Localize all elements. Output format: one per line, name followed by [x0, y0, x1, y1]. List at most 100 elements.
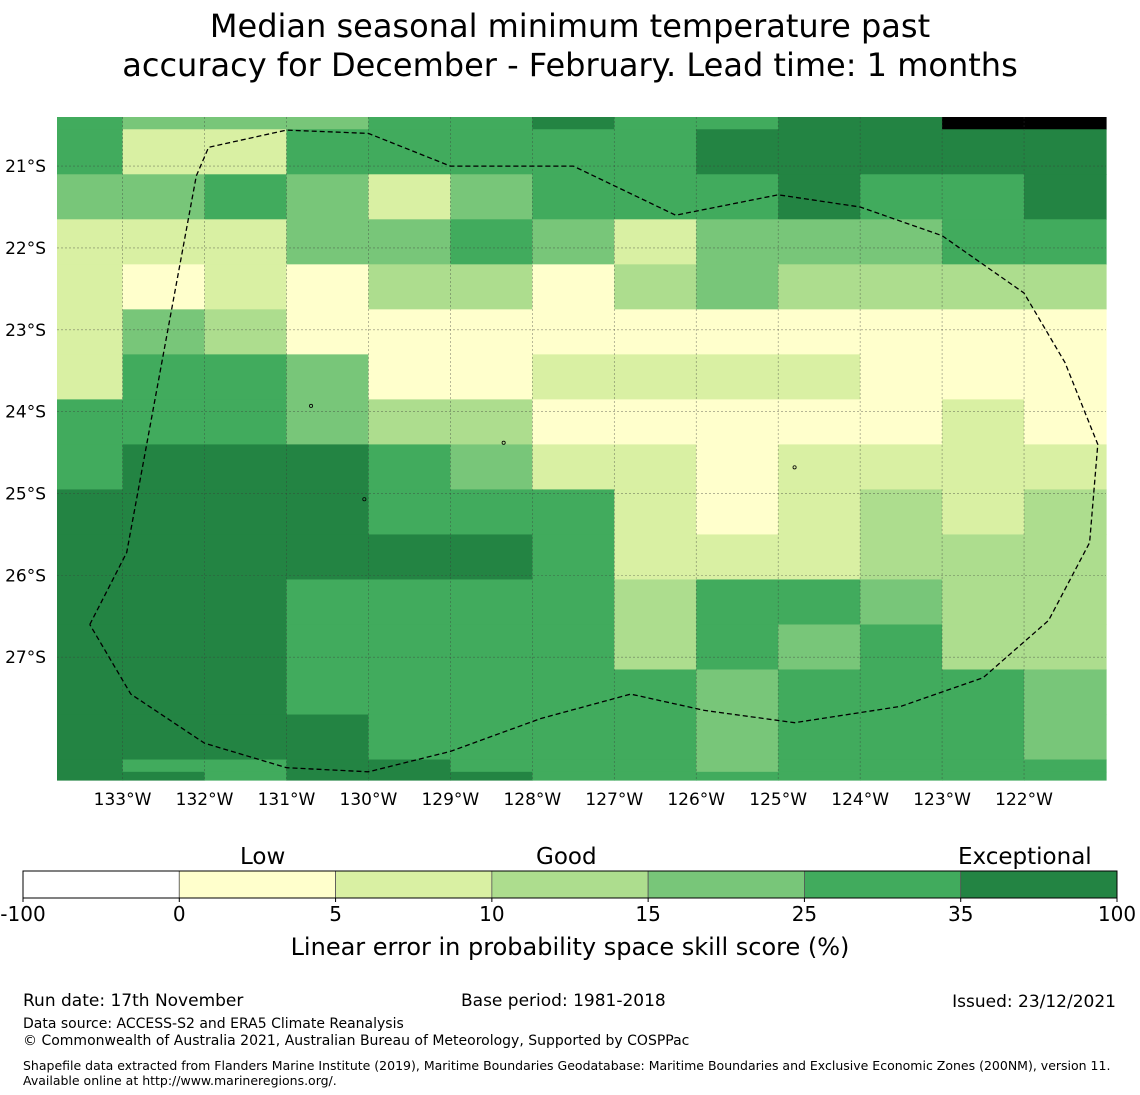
colorbar-tick-label: 5 [329, 902, 342, 926]
grid-cell [696, 264, 779, 310]
grid-cell [204, 219, 288, 265]
grid-cell [532, 624, 615, 671]
grid-cell [57, 309, 124, 355]
grid-cell [614, 759, 697, 773]
grid-cell [450, 444, 533, 491]
grid-cell [696, 354, 779, 400]
grid-cell [778, 354, 861, 400]
grid-cell [368, 534, 451, 581]
chart-title-line-1: Median seasonal minimum temperature past [209, 7, 931, 45]
graticule [57, 117, 1106, 780]
grid-cell [204, 174, 288, 220]
grid-cell [286, 219, 370, 265]
grid-cell [286, 129, 370, 175]
grid-cell [204, 624, 288, 671]
grid-cell [450, 489, 533, 536]
grid-cell [204, 399, 288, 446]
grid-cell [286, 669, 370, 716]
grid-cell [286, 489, 370, 536]
grid-cell [368, 669, 451, 716]
latitude-label: 21°S [5, 157, 46, 177]
grid-cell [860, 714, 943, 761]
grid-cell [532, 771, 615, 781]
colorbar-tick-label: 10 [479, 902, 505, 926]
grid-cell [286, 174, 370, 220]
grid-cell [122, 624, 206, 671]
grid-cell [57, 579, 124, 626]
colorbar-segment [647, 870, 805, 899]
island-outline [792, 465, 797, 470]
grid-cell [696, 219, 779, 265]
grid-cell [1024, 771, 1107, 781]
longitude-label: 130°W [340, 790, 398, 810]
grid-cell [696, 534, 779, 581]
grid-cell [1024, 117, 1107, 130]
grid-cell [860, 219, 943, 265]
grid-cell [778, 264, 861, 310]
grid-cell [532, 489, 615, 536]
grid-cell [204, 759, 288, 773]
grid-cell [1024, 669, 1107, 716]
grid-cell [204, 129, 288, 175]
grid-cell [122, 219, 206, 265]
grid-cell [614, 714, 697, 761]
latitude-label: 23°S [5, 321, 46, 341]
grid-cell [942, 174, 1025, 220]
grid-cell [532, 219, 615, 265]
grid-cell [532, 264, 615, 310]
grid-cell [122, 489, 206, 536]
grid-cell [778, 759, 861, 773]
grid-cell [860, 129, 943, 175]
grid-cell [696, 489, 779, 536]
grid-cell [532, 399, 615, 446]
grid-cell [942, 264, 1025, 310]
grid-cell [778, 624, 861, 671]
grid-cell [614, 264, 697, 310]
grid-cell [57, 771, 124, 781]
grid-cell [942, 219, 1025, 265]
grid-cell [860, 669, 943, 716]
grid-cell [696, 117, 779, 130]
grid-cell [57, 624, 124, 671]
grid-cell [1024, 714, 1107, 761]
issued-date: Issued: 23/12/2021 [952, 992, 1116, 1012]
grid-cell [1024, 534, 1107, 581]
longitude-label: 123°W [913, 790, 971, 810]
grid-cell [368, 444, 451, 491]
longitude-label: 127°W [585, 790, 643, 810]
grid-cell [450, 354, 533, 400]
grid-cell [286, 759, 370, 773]
eez-boundary-line [89, 129, 1099, 773]
grid-cell [778, 309, 861, 355]
grid-cell [286, 309, 370, 355]
longitude-label: 128°W [503, 790, 561, 810]
grid-cell [942, 117, 1025, 130]
grid-cell [696, 771, 779, 781]
grid-cell [614, 771, 697, 781]
grid-cell [778, 534, 861, 581]
grid-cell [57, 174, 124, 220]
grid-cell [286, 117, 370, 130]
colorbar-segment [804, 870, 962, 899]
grid-cell [286, 354, 370, 400]
grid-cell [696, 129, 779, 175]
grid-cell [450, 399, 533, 446]
copyright-notice: © Commonwealth of Australia 2021, Austra… [23, 1033, 690, 1049]
grid-cell [204, 117, 288, 130]
colorbar-segment [178, 870, 336, 899]
grid-cell [286, 444, 370, 491]
grid-cell [57, 399, 124, 446]
grid-cell [122, 309, 206, 355]
longitude-label: 122°W [995, 790, 1053, 810]
grid-cell [860, 174, 943, 220]
grid-cell [204, 489, 288, 536]
colorbar-tick-label: 25 [791, 902, 818, 926]
grid-cell [860, 624, 943, 671]
grid-cell [368, 174, 451, 220]
grid-cell [450, 624, 533, 671]
grid-cell [286, 624, 370, 671]
grid-cell [204, 354, 288, 400]
colorbar [22, 870, 1118, 902]
grid-cell [204, 771, 288, 781]
grid-cell [204, 264, 288, 310]
